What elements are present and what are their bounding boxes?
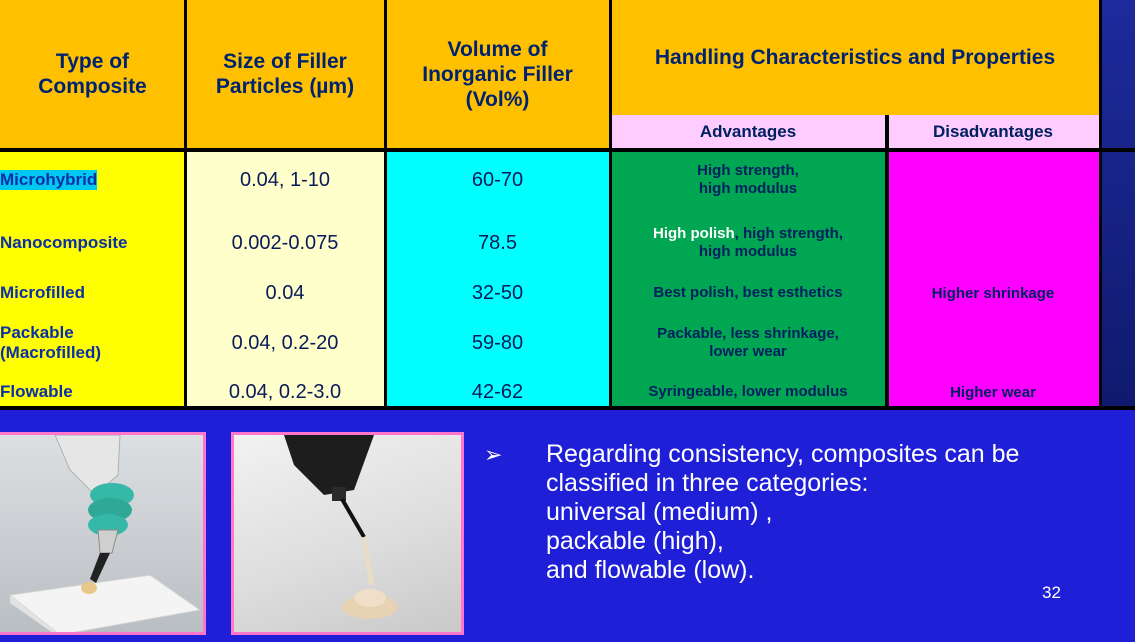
table-divider	[885, 115, 889, 410]
row-type-packable: Packable (Macrofilled)	[0, 308, 185, 378]
bullet-line: Regarding consistency, composites can be	[546, 440, 1020, 468]
advantages-line-1-rest: , high strength,	[734, 225, 843, 242]
bullet-line: universal (medium) ,	[546, 498, 773, 526]
row-volume: 60-70	[385, 152, 610, 208]
row-disadvantages	[886, 152, 1100, 208]
row-type-flowable: Flowable	[0, 378, 185, 406]
header-volume: Volume of Inorganic Filler (Vol%)	[385, 0, 610, 148]
bullet-line: and flowable (low).	[546, 556, 755, 584]
bullet-line: packable (high),	[546, 527, 724, 555]
table-divider	[609, 0, 612, 410]
row-advantages: High strength, high modulus	[610, 152, 886, 208]
flowable-syringe-image	[284, 435, 398, 619]
packable-composite-photo	[0, 432, 206, 635]
row-advantages: Packable, less shrinkage, lower wear	[610, 308, 886, 378]
bullet-text: Regarding consistency, composites can be…	[546, 440, 1019, 585]
bullet-line: classified in three categories:	[546, 469, 869, 497]
row-volume: 78.5	[385, 208, 610, 278]
header-advantages: Advantages	[610, 115, 886, 148]
row-type-microfilled: Microfilled	[0, 278, 185, 308]
header-handling: Handling Characteristics and Properties	[610, 0, 1100, 115]
table-divider	[384, 0, 387, 410]
row-disadvantages	[886, 308, 1100, 378]
row-size: 0.04	[185, 278, 385, 308]
bullet-arrow-icon: ➢	[484, 442, 503, 467]
composite-syringe-on-pad-image	[8, 435, 202, 632]
advantages-line-2: high modulus	[698, 243, 798, 260]
row-volume: 32-50	[385, 278, 610, 308]
row-disadvantages: Higher shrinkage	[886, 278, 1100, 308]
row-size: 0.04, 0.2-20	[185, 308, 385, 378]
page-number: 32	[1042, 583, 1061, 602]
high-polish-highlight: High polish	[653, 225, 735, 242]
table-divider	[1099, 0, 1102, 410]
row-advantages: Syringeable, lower modulus	[610, 378, 886, 406]
row-disadvantages: Higher wear	[886, 378, 1100, 406]
slide-side-band	[1100, 0, 1135, 410]
row-size: 0.04, 0.2-3.0	[185, 378, 385, 406]
advantages-line-1: High polish, high strength,	[653, 225, 843, 243]
header-size: Size of Filler Particles (µm)	[185, 0, 385, 148]
row-type-nanocomposite: Nanocomposite	[0, 208, 185, 278]
header-type: Type of Composite	[0, 0, 185, 148]
row-advantages: Best polish, best esthetics	[610, 278, 886, 308]
row-volume: 59-80	[385, 308, 610, 378]
header-disadvantages: Disadvantages	[886, 115, 1100, 148]
flowable-composite-photo	[231, 432, 464, 635]
row-size: 0.002-0.075	[185, 208, 385, 278]
row-disadvantages	[886, 208, 1100, 278]
table-divider	[184, 0, 187, 410]
row-size: 0.04, 1-10	[185, 152, 385, 208]
table-divider	[0, 148, 1135, 152]
row-volume: 42-62	[385, 378, 610, 406]
row-advantages: High polish, high strength, high modulus	[610, 208, 886, 278]
row-type-microhybrid: Microhybrid	[0, 152, 185, 208]
table-divider	[0, 406, 1135, 410]
row-type-label: Microhybrid	[0, 170, 98, 190]
